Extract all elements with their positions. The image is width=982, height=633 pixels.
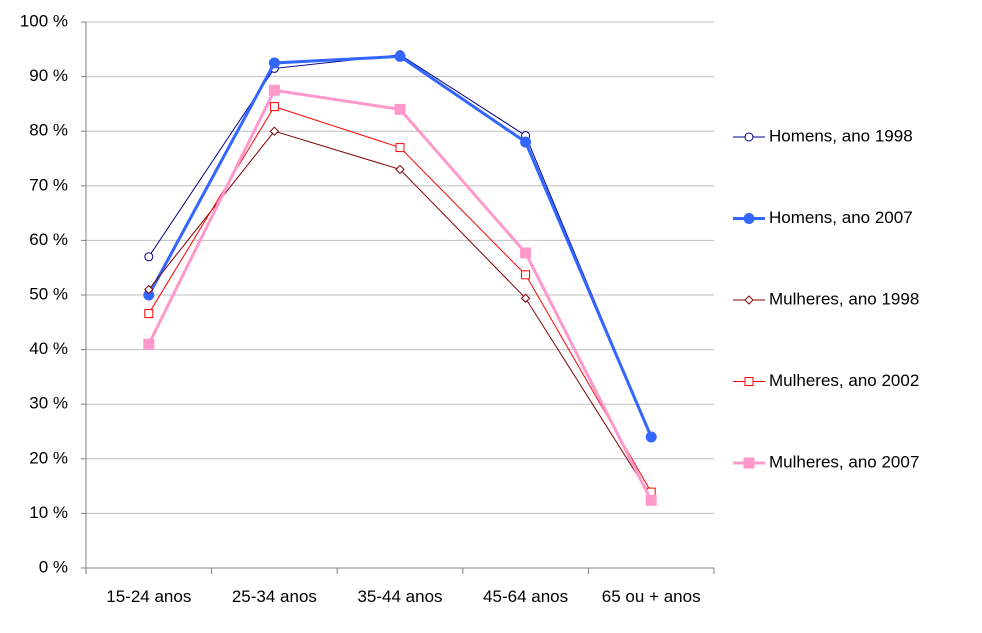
data-point: [144, 252, 154, 262]
legend-marker: [743, 457, 755, 469]
data-point: [520, 136, 532, 148]
y-tick-label: 30 %: [29, 394, 68, 413]
data-point: [394, 50, 406, 62]
legend-label: Mulheres, ano 2007: [769, 452, 919, 471]
legend-label: Mulheres, ano 1998: [769, 289, 919, 308]
y-tick-label: 0 %: [39, 557, 68, 576]
data-point: [520, 293, 531, 303]
x-tick-label: 15-24 anos: [106, 587, 192, 606]
data-point: [395, 164, 405, 175]
data-point: [645, 494, 657, 506]
x-tick-label: 35-44 anos: [357, 587, 443, 606]
data-point: [645, 431, 657, 443]
x-tick-label: 65 ou + anos: [601, 587, 701, 606]
y-tick-label: 80 %: [29, 121, 68, 140]
series-line: [148, 106, 652, 493]
legend-marker: [744, 132, 754, 142]
data-point: [269, 102, 279, 112]
legend-marker: [744, 377, 754, 386]
data-point: [269, 126, 280, 136]
x-tick-label: 45-64 anos: [483, 587, 569, 606]
y-tick-label: 20 %: [29, 448, 68, 467]
data-point: [395, 143, 405, 153]
legend-label: Mulheres, ano 2002: [769, 371, 919, 390]
y-tick-label: 40 %: [29, 339, 68, 358]
legend-label: Homens, ano 1998: [769, 126, 913, 145]
legend-marker: [743, 213, 755, 224]
y-tick-label: 100 %: [20, 11, 68, 30]
y-tick-label: 70 %: [29, 175, 68, 194]
data-point: [268, 84, 280, 96]
data-point: [268, 57, 280, 69]
data-point: [520, 247, 532, 259]
y-tick-label: 60 %: [29, 230, 68, 249]
data-point: [394, 103, 406, 115]
legend-marker: [744, 295, 754, 305]
data-point: [143, 338, 155, 350]
y-tick-label: 10 %: [29, 503, 68, 522]
x-tick-label: 25-34 anos: [231, 587, 317, 606]
data-point: [521, 270, 531, 280]
legend-label: Homens, ano 2007: [769, 208, 913, 227]
y-tick-label: 50 %: [29, 284, 68, 303]
data-point: [144, 284, 154, 295]
data-point: [144, 309, 154, 319]
y-tick-label: 90 %: [29, 66, 68, 85]
